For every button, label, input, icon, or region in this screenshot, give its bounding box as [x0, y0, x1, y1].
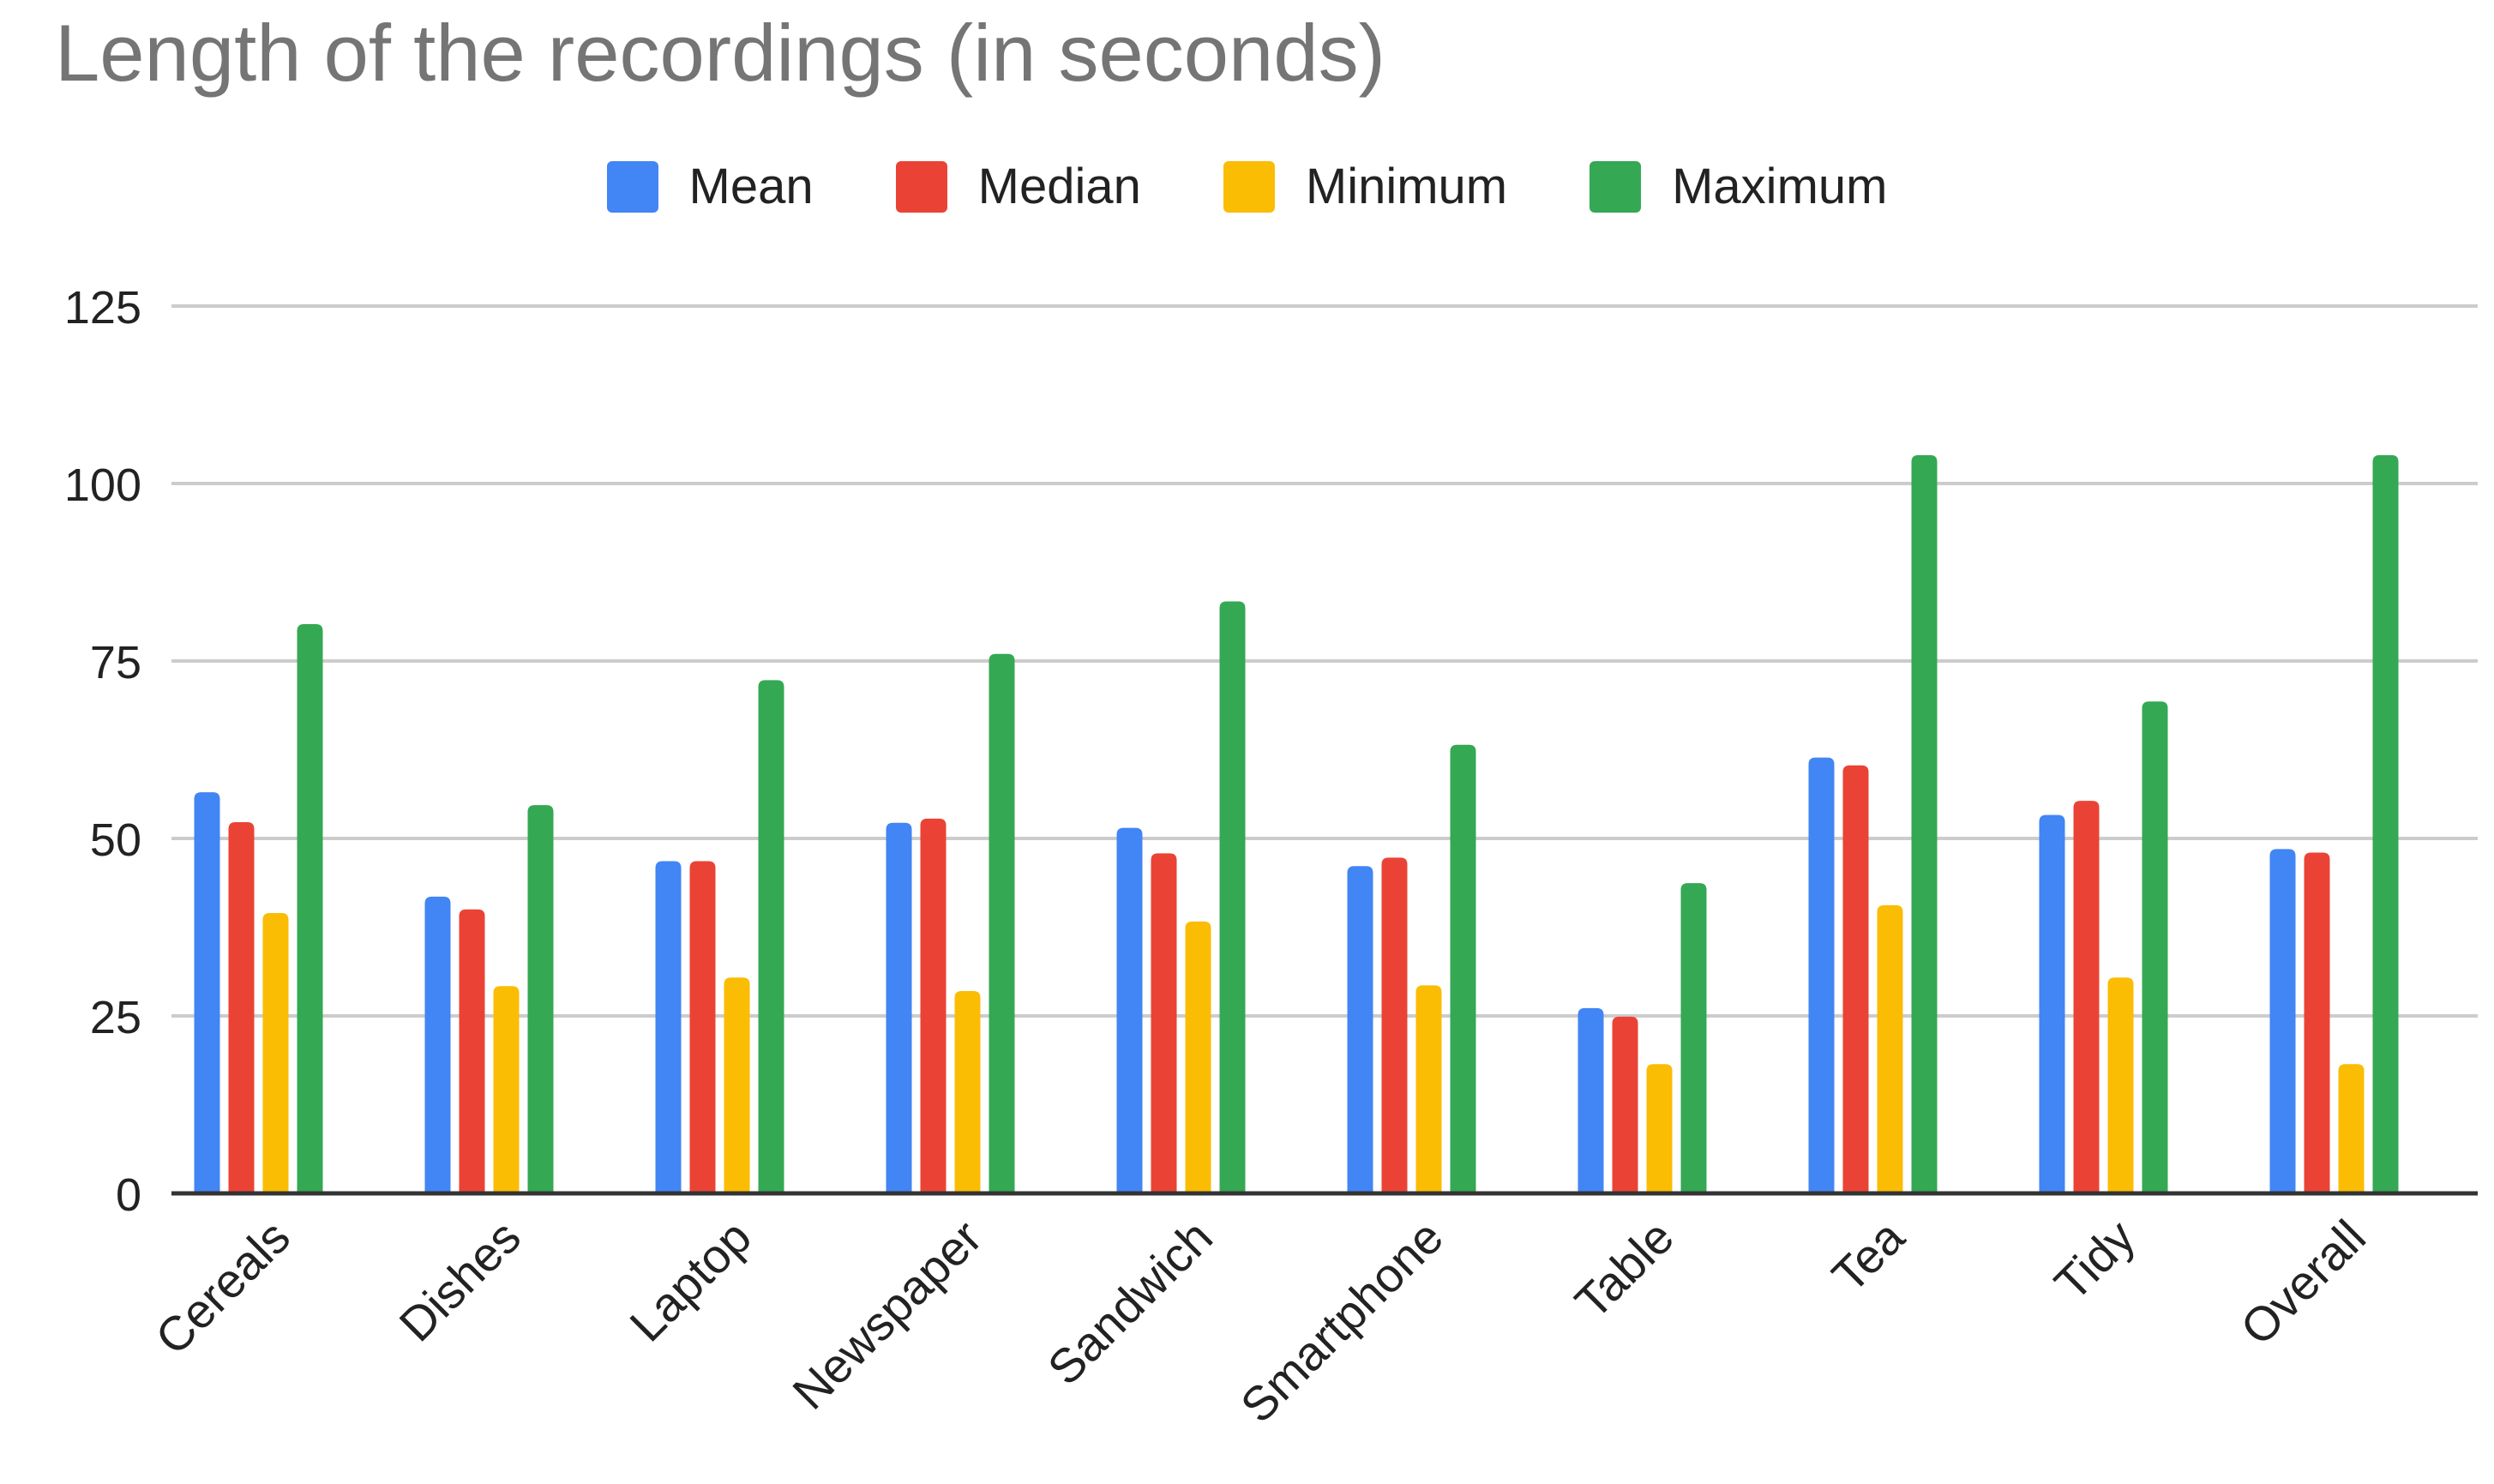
bar-maximum-overall — [2372, 454, 2399, 1193]
legend-item-median: Median — [895, 158, 1141, 215]
bar-minimum-overall — [2338, 1064, 2365, 1193]
legend-label: Minimum — [1305, 159, 1508, 214]
y-tick-label: 75 — [90, 637, 141, 688]
bar-maximum-smartphone — [1450, 744, 1476, 1193]
legend-item-minimum: Minimum — [1223, 158, 1507, 215]
bar-mean-smartphone — [1347, 866, 1373, 1193]
bar-maximum-cereals — [297, 623, 323, 1193]
bar-maximum-newspaper — [989, 653, 1015, 1193]
bar-minimum-newspaper — [954, 991, 981, 1193]
bar-mean-tea — [1808, 757, 1835, 1193]
legend-label: Mean — [688, 159, 814, 214]
legend-swatch — [895, 160, 947, 213]
y-tick-label: 100 — [64, 460, 141, 511]
bar-maximum-tidy — [2142, 701, 2168, 1193]
legend-item-mean: Mean — [606, 158, 814, 215]
bar-mean-cereals — [194, 792, 220, 1193]
y-tick-label: 50 — [90, 814, 141, 866]
x-tick-label: Smartphone — [1230, 1210, 1453, 1433]
bar-minimum-tea — [1877, 904, 1903, 1193]
y-tick-label: 0 — [116, 1169, 141, 1221]
x-tick-label: Tea — [1822, 1209, 1915, 1302]
bar-median-smartphone — [1381, 857, 1408, 1193]
bar-minimum-cereals — [262, 912, 289, 1193]
x-tick-label: Sandwich — [1037, 1210, 1223, 1395]
bar-minimum-tidy — [2107, 977, 2134, 1193]
bar-maximum-dishes — [527, 805, 554, 1193]
y-tick-label: 25 — [90, 992, 141, 1043]
bar-median-table — [1612, 1016, 1638, 1193]
bar-minimum-table — [1646, 1064, 1673, 1193]
bar-median-tidy — [2073, 801, 2100, 1193]
chart-title: Length of the recordings (in seconds) — [55, 8, 1385, 98]
legend: Mean Median Minimum Maximum — [0, 158, 2494, 215]
bar-median-laptop — [689, 861, 716, 1193]
bar-minimum-laptop — [724, 977, 750, 1193]
bar-mean-table — [1578, 1007, 1604, 1193]
bar-minimum-smartphone — [1415, 985, 1442, 1193]
legend-label: Maximum — [1672, 159, 1888, 214]
bar-mean-dishes — [424, 896, 451, 1193]
bar-mean-newspaper — [886, 822, 912, 1193]
x-tick-label: Cereals — [145, 1210, 300, 1365]
bar-minimum-dishes — [493, 986, 520, 1193]
bar-maximum-sandwich — [1219, 601, 1246, 1193]
bar-median-sandwich — [1151, 853, 1177, 1193]
legend-swatch — [1223, 160, 1275, 213]
bar-median-newspaper — [920, 818, 947, 1193]
bar-mean-laptop — [655, 861, 682, 1193]
bar-median-overall — [2304, 852, 2330, 1193]
bar-maximum-laptop — [758, 680, 784, 1193]
bar-mean-sandwich — [1116, 827, 1143, 1193]
bar-minimum-sandwich — [1185, 921, 1211, 1193]
legend-swatch — [606, 160, 658, 213]
bar-mean-tidy — [2039, 814, 2065, 1193]
bar-maximum-table — [1680, 883, 1707, 1193]
bar-median-cereals — [228, 821, 255, 1193]
x-tick-label: Laptop — [619, 1210, 761, 1352]
bar-maximum-tea — [1911, 454, 1938, 1193]
x-tick-label: Newspaper — [782, 1210, 992, 1420]
bar-median-tea — [1842, 765, 1869, 1193]
legend-item-maximum: Maximum — [1590, 158, 1887, 215]
x-tick-label: Tidy — [2044, 1210, 2145, 1311]
bar-mean-overall — [2269, 849, 2296, 1193]
legend-swatch — [1590, 160, 1642, 213]
x-tick-label: Dishes — [388, 1210, 531, 1352]
legend-label: Median — [977, 159, 1141, 214]
x-tick-label: Overall — [2230, 1210, 2376, 1355]
y-tick-label: 125 — [64, 282, 141, 333]
bar-median-dishes — [459, 909, 485, 1193]
x-tick-label: Table — [1565, 1210, 1684, 1329]
